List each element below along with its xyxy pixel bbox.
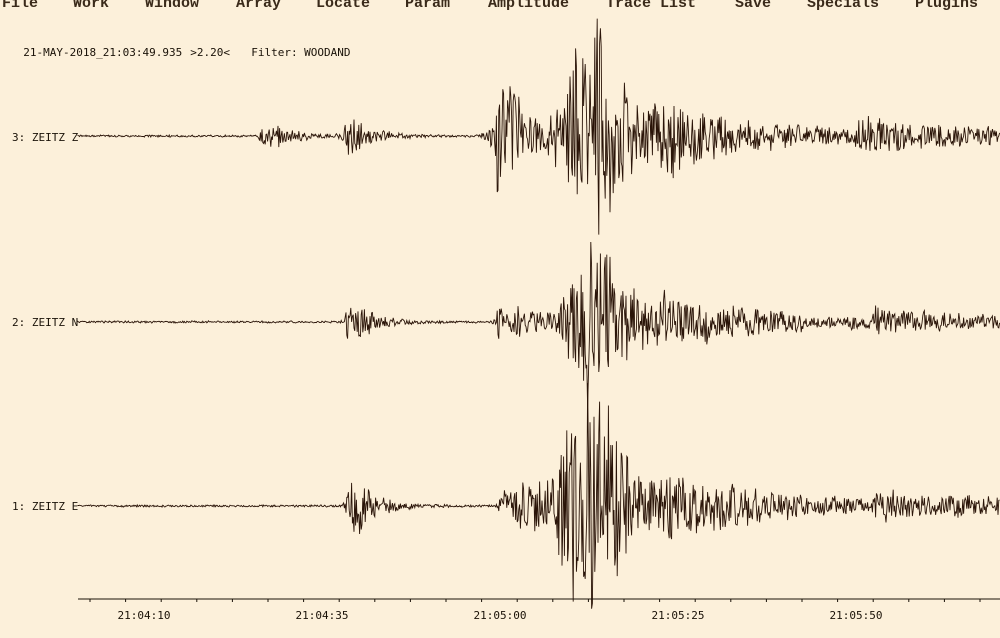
start-time-readout: 21-MAY-2018_21:03:49.935 [23,46,183,59]
menu-window[interactable]: Window [145,0,200,12]
time-tick-label: 21:05:25 [651,609,705,622]
menu-array[interactable]: Array [236,0,282,12]
waveform-trace-e [77,383,1000,609]
trace-header: 21-MAY-2018_21:03:49.935 >2.20< Filter: W… [10,33,359,59]
time-tick-label: 21:04:10 [117,609,171,622]
time-tick-label: 21:04:35 [295,609,349,622]
menu-plugins[interactable]: Plugins [915,0,979,12]
waveform-trace-z [77,18,1000,235]
trace-label-e[interactable]: 1: ZEITZ E [12,500,79,513]
trace-label-z[interactable]: 3: ZEITZ Z [12,131,79,144]
menu-work[interactable]: Work [73,0,110,12]
waveform-trace-n [77,241,1000,407]
menu-amplitude[interactable]: Amplitude [488,0,570,12]
menu-specials[interactable]: Specials [807,0,880,12]
menu-param[interactable]: Param [405,0,451,12]
amplitude-scale-readout: >2.20< [190,46,230,59]
trace-label-n[interactable]: 2: ZEITZ N [12,316,79,329]
menu-trace-list[interactable]: Trace List [606,0,697,12]
menu-locate[interactable]: Locate [316,0,371,12]
time-tick-label: 21:05:50 [829,609,883,622]
menu-save[interactable]: Save [735,0,772,12]
time-tick-label: 21:05:00 [473,609,527,622]
filter-readout: Filter: WOODAND [251,46,351,59]
menu-bar: File Work Window Array Locate Param Ampl… [0,0,1000,15]
menu-file[interactable]: File [2,0,39,12]
